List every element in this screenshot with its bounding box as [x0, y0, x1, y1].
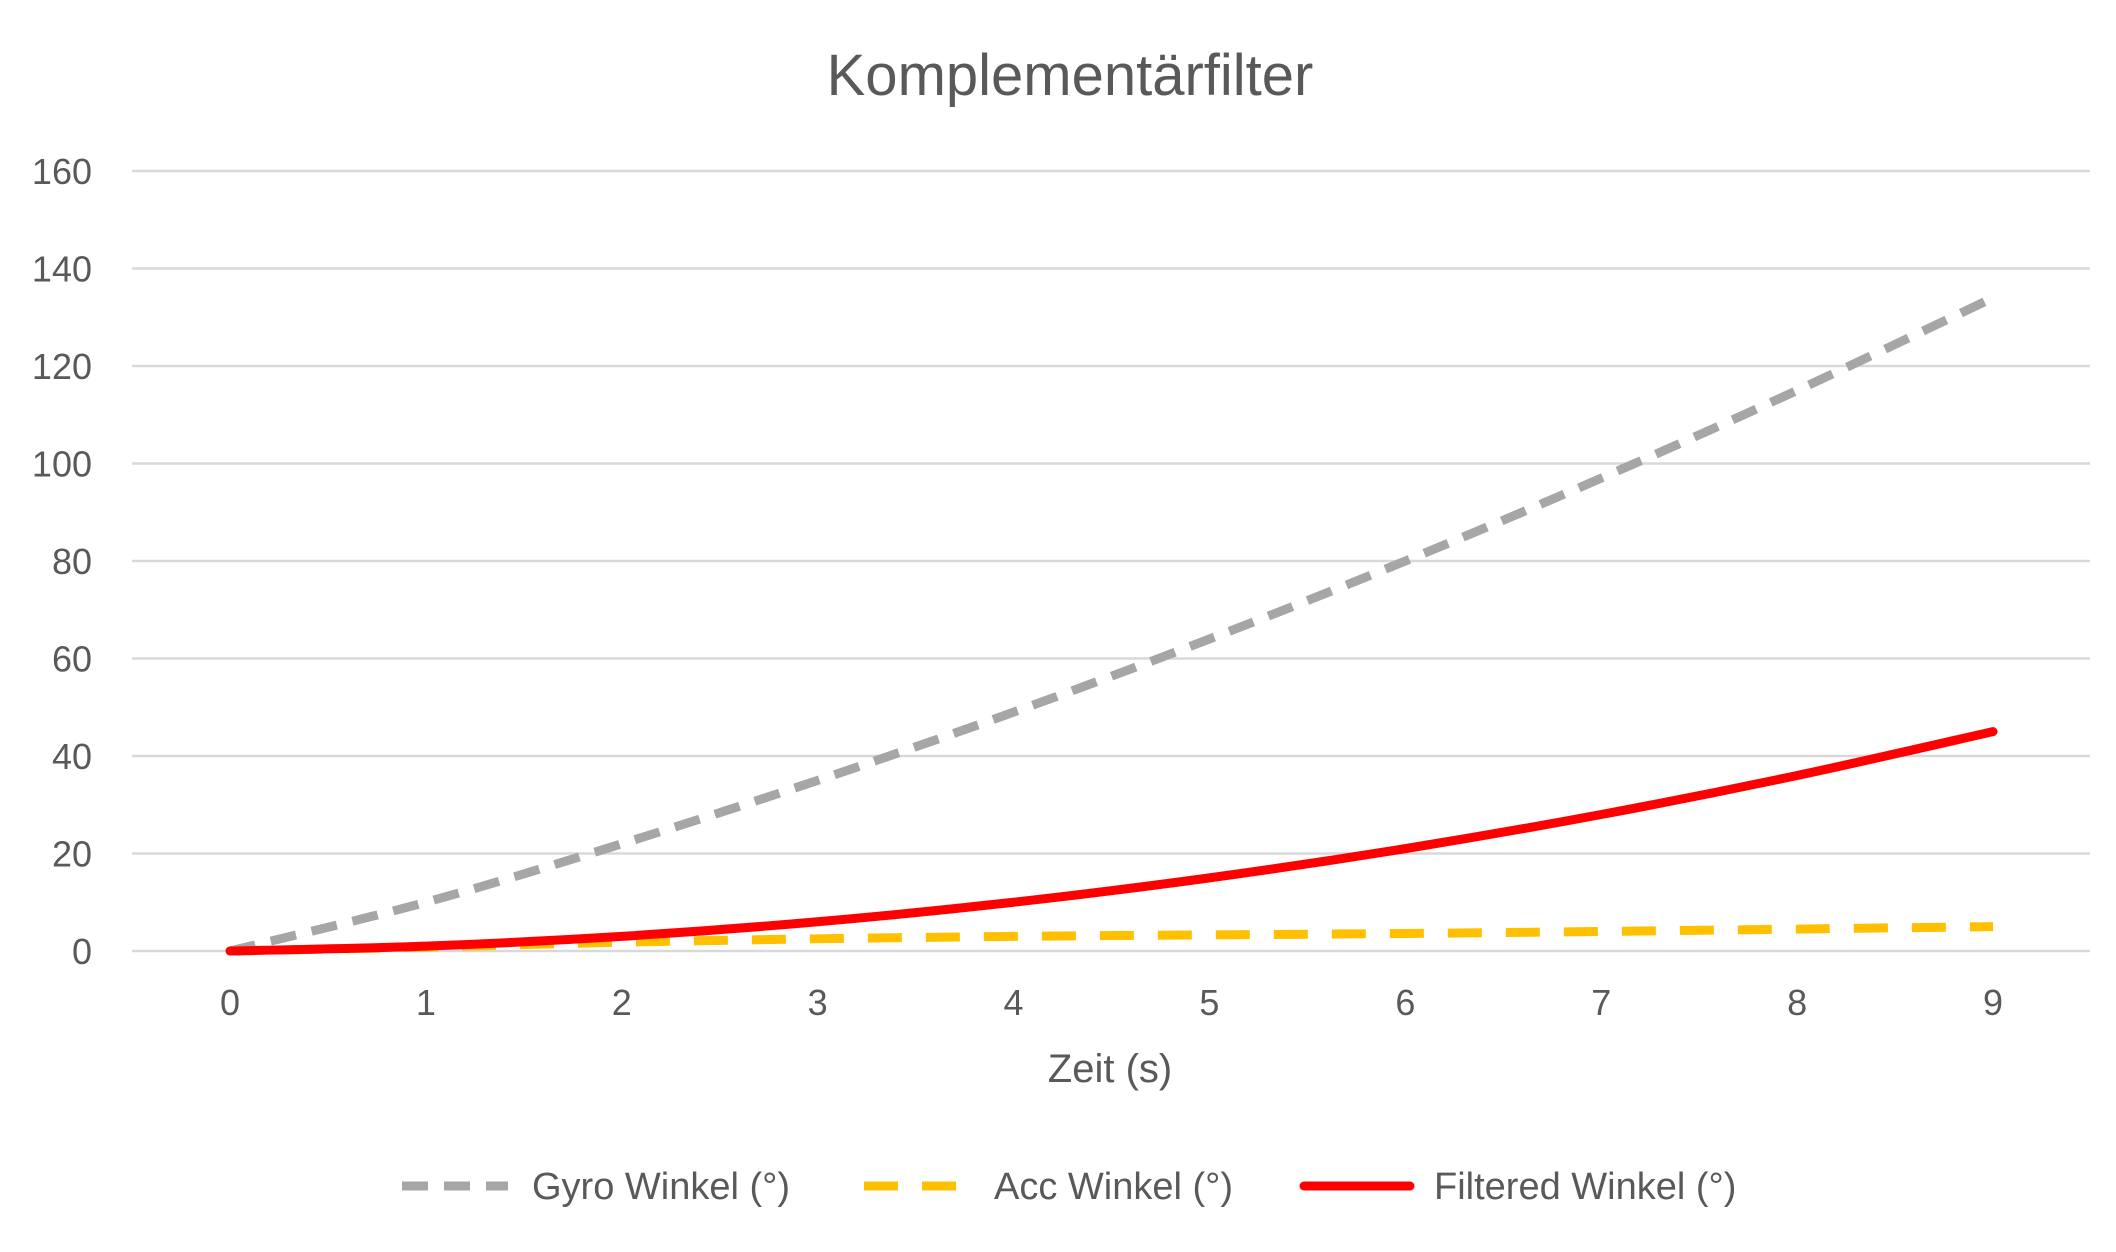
x-tick-label: 7 [1591, 982, 1611, 1023]
x-tick-label: 8 [1787, 982, 1807, 1023]
y-tick-label: 160 [32, 151, 92, 192]
x-tick-label: 9 [1983, 982, 2003, 1023]
y-tick-label: 120 [32, 346, 92, 387]
x-tick-label: 0 [220, 982, 240, 1023]
y-tick-label: 140 [32, 249, 92, 290]
y-tick-label: 80 [52, 541, 92, 582]
chart-title: Komplementärfilter [827, 43, 1314, 108]
y-tick-label: 60 [52, 639, 92, 680]
x-tick-label: 1 [416, 982, 436, 1023]
y-axis-tick-labels: 0 20 40 60 80 100 120 140 160 [32, 151, 92, 972]
x-tick-label: 3 [808, 982, 828, 1023]
series-line-filtered [230, 732, 1993, 951]
gridlines [132, 171, 2090, 951]
legend-item: Gyro Winkel (°) [402, 1166, 790, 1208]
legend-item: Filtered Winkel (°) [1304, 1166, 1736, 1208]
legend-item: Acc Winkel (°) [864, 1166, 1233, 1208]
legend-label: Filtered Winkel (°) [1434, 1166, 1736, 1208]
legend-label: Gyro Winkel (°) [532, 1166, 790, 1208]
x-tick-label: 4 [1004, 982, 1024, 1023]
x-axis-title: Zeit (s) [1048, 1047, 1172, 1091]
x-tick-label: 5 [1199, 982, 1219, 1023]
legend-label: Acc Winkel (°) [994, 1166, 1233, 1208]
y-tick-label: 40 [52, 736, 92, 777]
x-tick-label: 2 [612, 982, 632, 1023]
y-tick-label: 20 [52, 834, 92, 875]
x-axis-tick-labels: 0 1 2 3 4 5 6 7 8 9 [220, 982, 2003, 1023]
y-tick-label: 100 [32, 444, 92, 485]
legend: Gyro Winkel (°) Acc Winkel (°) Filtered Wi… [402, 1166, 1736, 1208]
y-tick-label: 0 [72, 931, 92, 972]
x-tick-label: 6 [1395, 982, 1415, 1023]
